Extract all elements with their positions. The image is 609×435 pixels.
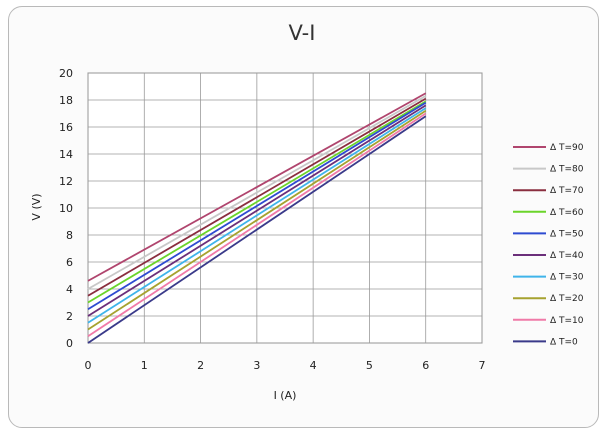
y-tick-label: 8 bbox=[66, 229, 73, 242]
legend-label-5: Δ T=40 bbox=[550, 251, 584, 261]
series-line-1 bbox=[87, 95, 427, 290]
y-tick-label: 0 bbox=[66, 337, 73, 350]
x-tick-label: 1 bbox=[141, 359, 148, 372]
x-tick-labels: 0 1 2 3 4 5 6 7 bbox=[85, 359, 486, 372]
legend-label-4: Δ T=50 bbox=[550, 229, 584, 239]
series-line-7 bbox=[87, 110, 427, 331]
chart-title: V-I bbox=[289, 21, 316, 45]
legend-label-8: Δ T=10 bbox=[550, 316, 584, 326]
legend-label-9: Δ T=0 bbox=[550, 337, 578, 347]
legend-label-0: Δ T=90 bbox=[550, 143, 584, 153]
y-tick-label: 2 bbox=[66, 310, 73, 323]
legend-label-1: Δ T=80 bbox=[550, 165, 584, 175]
y-tick-label: 4 bbox=[66, 283, 73, 296]
series-line-2 bbox=[87, 97, 427, 297]
y-tick-label: 16 bbox=[59, 121, 73, 134]
x-tick-label: 3 bbox=[253, 359, 260, 372]
legend-label-7: Δ T=20 bbox=[550, 294, 584, 304]
series-lines bbox=[87, 92, 427, 344]
y-tick-label: 14 bbox=[59, 148, 73, 161]
legend-label-2: Δ T=70 bbox=[550, 186, 584, 196]
series-line-0 bbox=[87, 92, 427, 282]
y-tick-label: 12 bbox=[59, 175, 73, 188]
x-tick-label: 2 bbox=[197, 359, 204, 372]
y-tick-label: 6 bbox=[66, 256, 73, 269]
y-axis-label: V (V) bbox=[30, 193, 43, 220]
x-tick-label: 7 bbox=[479, 359, 486, 372]
x-tick-label: 5 bbox=[366, 359, 373, 372]
series-line-3 bbox=[87, 100, 427, 304]
y-tick-label: 20 bbox=[59, 67, 73, 80]
x-tick-label: 6 bbox=[422, 359, 429, 372]
series-line-6 bbox=[87, 107, 427, 324]
x-tick-label: 0 bbox=[85, 359, 92, 372]
series-line-9 bbox=[87, 115, 427, 344]
y-tick-label: 18 bbox=[59, 94, 73, 107]
legend: Δ T=90 Δ T=80 Δ T=70 Δ T=60 Δ T=50 Δ T=40 Δ T=… bbox=[513, 143, 584, 347]
x-axis-label: I (A) bbox=[274, 389, 297, 402]
series-line-5 bbox=[87, 104, 427, 317]
x-tick-label: 4 bbox=[310, 359, 317, 372]
legend-label-3: Δ T=60 bbox=[550, 208, 584, 218]
y-tick-labels: 0 2 4 6 8 10 12 14 16 18 20 bbox=[59, 67, 73, 350]
series-line-4 bbox=[87, 101, 427, 311]
y-tick-label: 10 bbox=[59, 202, 73, 215]
series-line-8 bbox=[87, 112, 427, 338]
legend-label-6: Δ T=30 bbox=[550, 273, 584, 283]
